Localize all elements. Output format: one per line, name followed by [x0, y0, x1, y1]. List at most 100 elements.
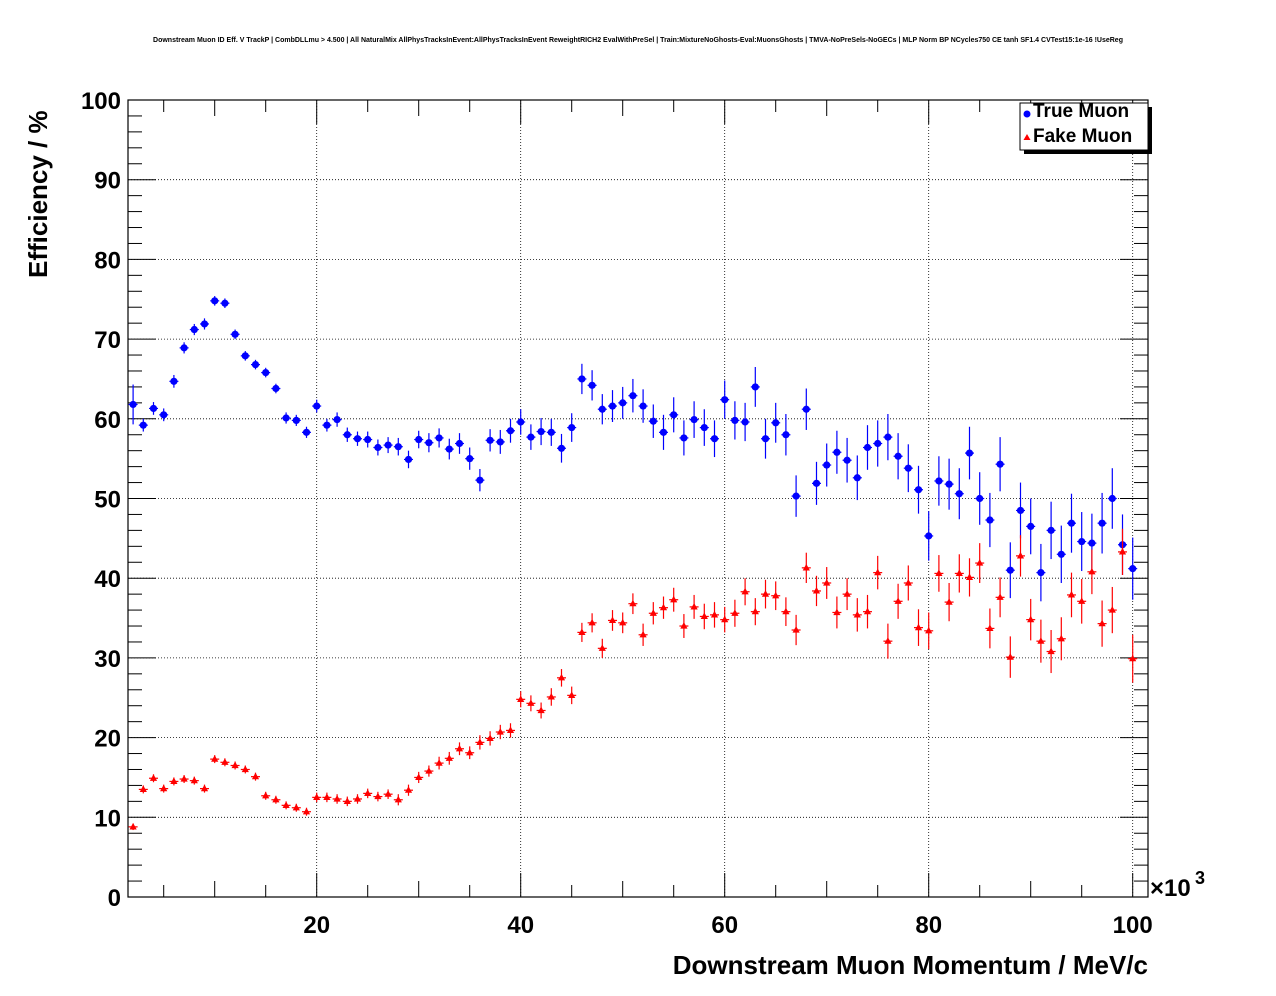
data-point — [823, 461, 831, 469]
data-point — [578, 375, 586, 383]
data-point — [364, 789, 372, 796]
data-point — [211, 755, 219, 762]
data-point — [863, 443, 872, 452]
data-point — [221, 758, 229, 765]
data-point — [802, 405, 810, 413]
data-point — [874, 439, 882, 448]
data-point — [262, 791, 270, 799]
data-point — [343, 431, 351, 439]
data-point — [129, 400, 137, 409]
data-point — [935, 477, 943, 485]
data-point — [282, 414, 290, 422]
data-point — [568, 423, 576, 432]
data-point — [945, 598, 953, 605]
data-point — [251, 772, 260, 780]
data-point — [415, 773, 423, 781]
x-tick-labels: 20 40 60 80 100 — [303, 912, 1152, 939]
data-point — [466, 748, 474, 756]
data-point — [904, 464, 912, 472]
data-point — [965, 573, 974, 581]
data-point — [384, 790, 392, 797]
data-point — [1027, 615, 1035, 623]
data-point — [782, 607, 790, 615]
data-point — [1057, 550, 1065, 558]
data-point — [904, 578, 912, 586]
x-tick-label: 40 — [507, 912, 534, 939]
data-point — [925, 532, 933, 540]
data-point — [823, 578, 831, 586]
data-point — [527, 433, 535, 441]
data-point — [751, 383, 759, 391]
data-point — [333, 794, 341, 802]
data-point — [1118, 547, 1127, 555]
data-point — [211, 297, 219, 305]
data-point — [812, 479, 821, 487]
data-point — [200, 320, 209, 328]
data-point — [619, 618, 627, 626]
data-point — [1078, 597, 1086, 604]
data-point — [1016, 506, 1025, 515]
data-point — [1047, 647, 1055, 655]
data-point — [404, 786, 413, 793]
data-point — [853, 474, 861, 482]
data-point — [1108, 494, 1116, 503]
legend-box — [1019, 102, 1149, 151]
data-point — [394, 795, 402, 803]
data-point — [874, 568, 882, 576]
chart-title: Downstream Muon ID Eff. V TrackP | CombD… — [153, 37, 1123, 44]
data-point — [170, 777, 178, 785]
data-point — [568, 691, 576, 698]
data-point — [445, 445, 453, 453]
data-point — [486, 734, 494, 741]
data-point — [894, 597, 902, 604]
data-point — [170, 377, 178, 385]
data-point — [1037, 637, 1045, 644]
data-point — [690, 602, 698, 610]
data-point — [200, 784, 209, 792]
data-point — [496, 438, 504, 446]
data-point — [1108, 606, 1116, 613]
data-point — [384, 441, 392, 449]
data-point — [455, 439, 464, 448]
data-point — [955, 490, 963, 498]
data-point — [323, 793, 331, 800]
data-point — [925, 626, 933, 634]
data-point — [302, 807, 311, 815]
data-point — [700, 423, 708, 432]
data-point — [598, 644, 606, 651]
data-point — [578, 628, 586, 635]
data-point — [608, 616, 617, 624]
data-series — [128, 296, 1138, 831]
data-point — [670, 595, 678, 603]
data-point — [1129, 654, 1137, 662]
legend-fake-muon-marker — [1023, 134, 1031, 140]
data-point — [680, 434, 688, 442]
data-point — [445, 754, 453, 761]
y-tick-label: 20 — [94, 726, 121, 753]
data-point — [853, 610, 861, 618]
data-point — [731, 609, 739, 616]
x-multiplier-base: ×10 — [1150, 875, 1191, 902]
data-point — [180, 344, 188, 352]
data-point — [721, 615, 729, 623]
data-point — [639, 630, 647, 638]
data-point — [292, 416, 300, 424]
data-point — [313, 402, 321, 410]
legend-fake-muon-label: Fake Muon — [1033, 126, 1132, 147]
data-point — [404, 455, 413, 464]
data-point — [506, 427, 515, 435]
data-point — [945, 480, 953, 488]
data-point — [323, 421, 331, 429]
data-point — [190, 776, 198, 784]
data-point — [833, 608, 841, 616]
data-point — [1067, 590, 1076, 598]
data-point — [435, 434, 443, 442]
data-point — [914, 623, 923, 631]
data-point — [884, 433, 892, 441]
data-point — [1098, 619, 1106, 627]
data-point — [272, 384, 280, 393]
data-point — [425, 439, 433, 447]
data-point — [721, 396, 729, 404]
data-point — [527, 699, 535, 706]
